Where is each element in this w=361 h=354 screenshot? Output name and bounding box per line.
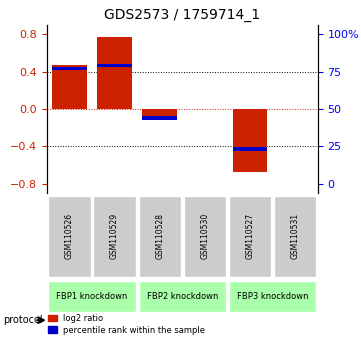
FancyBboxPatch shape: [184, 196, 226, 277]
Text: GSM110526: GSM110526: [65, 213, 74, 259]
Text: GSM110531: GSM110531: [291, 213, 300, 259]
Text: FBP3 knockdown: FBP3 knockdown: [237, 292, 308, 301]
Bar: [52, 67, 87, 70]
Bar: [232, 147, 268, 151]
Text: GSM110528: GSM110528: [155, 213, 164, 259]
Text: GSM110529: GSM110529: [110, 213, 119, 259]
Legend: log2 ratio, percentile rank within the sample: log2 ratio, percentile rank within the s…: [48, 314, 205, 335]
FancyBboxPatch shape: [139, 281, 226, 312]
Text: FBP2 knockdown: FBP2 knockdown: [147, 292, 218, 301]
FancyBboxPatch shape: [48, 196, 91, 277]
Text: GSM110527: GSM110527: [245, 213, 255, 259]
FancyBboxPatch shape: [139, 196, 181, 277]
Title: GDS2573 / 1759714_1: GDS2573 / 1759714_1: [104, 8, 260, 22]
Bar: [232, 109, 268, 172]
FancyBboxPatch shape: [229, 196, 271, 277]
Bar: [97, 37, 132, 109]
Text: GSM110530: GSM110530: [200, 213, 209, 259]
FancyBboxPatch shape: [93, 196, 136, 277]
Bar: [97, 64, 132, 67]
FancyBboxPatch shape: [274, 196, 316, 277]
FancyBboxPatch shape: [229, 281, 316, 312]
Text: protocol: protocol: [4, 315, 43, 325]
FancyBboxPatch shape: [48, 281, 136, 312]
Bar: [142, 116, 177, 120]
Bar: [142, 109, 177, 116]
Text: FBP1 knockdown: FBP1 knockdown: [56, 292, 128, 301]
Bar: [52, 65, 87, 109]
